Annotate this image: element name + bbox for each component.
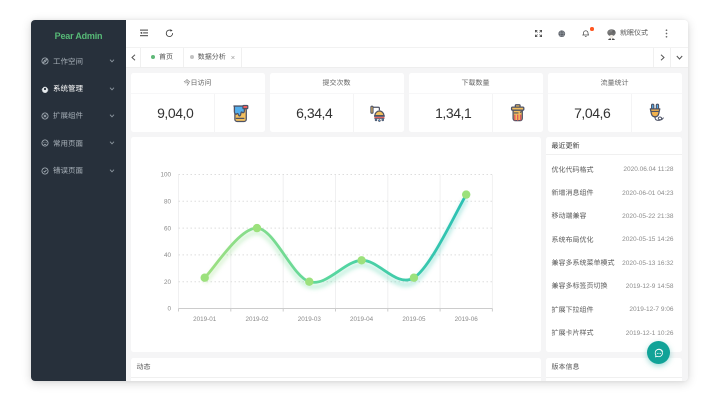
svg-text:40: 40 xyxy=(163,252,171,259)
svg-text:2019-01: 2019-01 xyxy=(193,316,217,323)
svg-text:2019-05: 2019-05 xyxy=(402,316,426,323)
svg-text:80: 80 xyxy=(163,199,171,206)
svg-text:0: 0 xyxy=(167,306,171,313)
svg-text:60: 60 xyxy=(163,225,171,232)
svg-text:2019-06: 2019-06 xyxy=(454,316,478,323)
svg-text:2019-03: 2019-03 xyxy=(297,316,321,323)
svg-text:20: 20 xyxy=(163,279,171,286)
svg-text:2019-04: 2019-04 xyxy=(350,316,374,323)
svg-text:100: 100 xyxy=(160,172,171,179)
svg-text:2019-02: 2019-02 xyxy=(245,316,269,323)
